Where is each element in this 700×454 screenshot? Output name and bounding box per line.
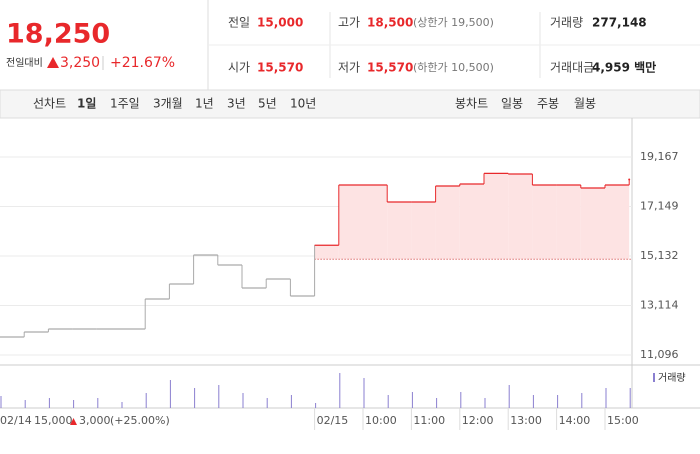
price-point xyxy=(628,178,631,181)
stat-value: 15,570 xyxy=(367,61,413,75)
change-pct: +21.67% xyxy=(110,55,175,71)
x-tick-label: 14:00 xyxy=(559,414,591,427)
area-fill xyxy=(605,184,630,260)
candle-tab[interactable]: 주봉 xyxy=(537,97,559,111)
x-tick-label: 10:00 xyxy=(365,414,397,427)
area-fill xyxy=(459,183,484,260)
period-tab[interactable]: 3개월 xyxy=(153,97,183,111)
price: 18,250 xyxy=(6,19,110,50)
period-tab[interactable]: 1일 xyxy=(77,97,96,111)
legend-label: 거래량 xyxy=(658,372,686,384)
x-tick-label: 12:00 xyxy=(462,414,494,427)
stat-label: 거래대금 xyxy=(550,61,594,75)
change-label: 전일대비 xyxy=(6,57,43,69)
stats: 전일 15,000 고가 18,500 (상한가 19,500) 거래량 277,148 시가… xyxy=(228,16,656,75)
y-tick-label: 11,096 xyxy=(640,348,679,361)
stat-label: 시가 xyxy=(228,61,250,75)
up-arrow xyxy=(47,57,59,68)
up-arrow xyxy=(70,418,77,425)
y-tick-label: 19,167 xyxy=(640,150,679,163)
area-fill xyxy=(556,184,581,260)
stat-note: (상한가 19,500) xyxy=(413,16,494,29)
area-fill xyxy=(508,174,533,260)
prev-change: 3,000 xyxy=(79,414,111,427)
area-fill xyxy=(532,184,557,260)
candle-tab[interactable]: 일봉 xyxy=(501,97,523,111)
area-fill xyxy=(314,245,339,260)
stat-label: 전일 xyxy=(228,16,250,30)
period-tab[interactable]: 3년 xyxy=(227,97,246,111)
area-fill xyxy=(580,187,605,260)
tab-group-label: 봉차트 xyxy=(455,97,488,111)
stat-value: 277,148 xyxy=(592,16,647,30)
stat-value: 18,500 xyxy=(367,16,413,30)
change: 3,250 xyxy=(60,55,100,71)
prev-pct: (+25.00%) xyxy=(110,414,170,427)
x-tick-label: 13:00 xyxy=(510,414,542,427)
area-fill xyxy=(338,184,363,260)
x-tick-label: 02/15 xyxy=(317,414,349,427)
y-tick-label: 15,132 xyxy=(640,249,679,262)
stat-label: 거래량 xyxy=(550,16,583,30)
stat-value: 15,570 xyxy=(257,61,303,75)
stat-note: (하한가 10,500) xyxy=(413,60,494,74)
x-tick-label: 15:00 xyxy=(607,414,639,427)
area-fill xyxy=(484,173,509,260)
tab-group-label: 선차트 xyxy=(33,97,66,111)
y-tick-label: 17,149 xyxy=(640,200,679,213)
stat-value: 4,959 백만 xyxy=(592,60,656,75)
period-tab[interactable]: 1주일 xyxy=(110,97,140,111)
stat-label: 고가 xyxy=(338,16,360,30)
legend-swatch xyxy=(653,373,655,382)
area-fill xyxy=(435,185,460,260)
tab-bar xyxy=(0,89,700,119)
prev-close: 15,000 xyxy=(34,414,73,427)
x-tick-label: 02/14 xyxy=(0,414,32,427)
period-tab[interactable]: 10년 xyxy=(290,97,316,111)
area-fill xyxy=(387,201,412,260)
plot: 11,096 13,114 15,132 17,149 19,167 02/14 02/15… xyxy=(0,150,679,430)
y-tick-label: 13,114 xyxy=(640,298,679,311)
candle-tab[interactable]: 월봉 xyxy=(574,97,596,111)
stat-value: 15,000 xyxy=(257,16,303,30)
stat-label: 저가 xyxy=(338,61,360,75)
area-fill xyxy=(411,201,436,260)
period-tab[interactable]: 1년 xyxy=(195,97,214,111)
period-tab[interactable]: 5년 xyxy=(258,97,277,111)
area-fill xyxy=(363,184,388,260)
x-tick-label: 11:00 xyxy=(413,414,445,427)
tabs: 1일 1주일 3개월 1년 3년 5년 10년 일봉 주봉 월봉 xyxy=(77,97,596,111)
